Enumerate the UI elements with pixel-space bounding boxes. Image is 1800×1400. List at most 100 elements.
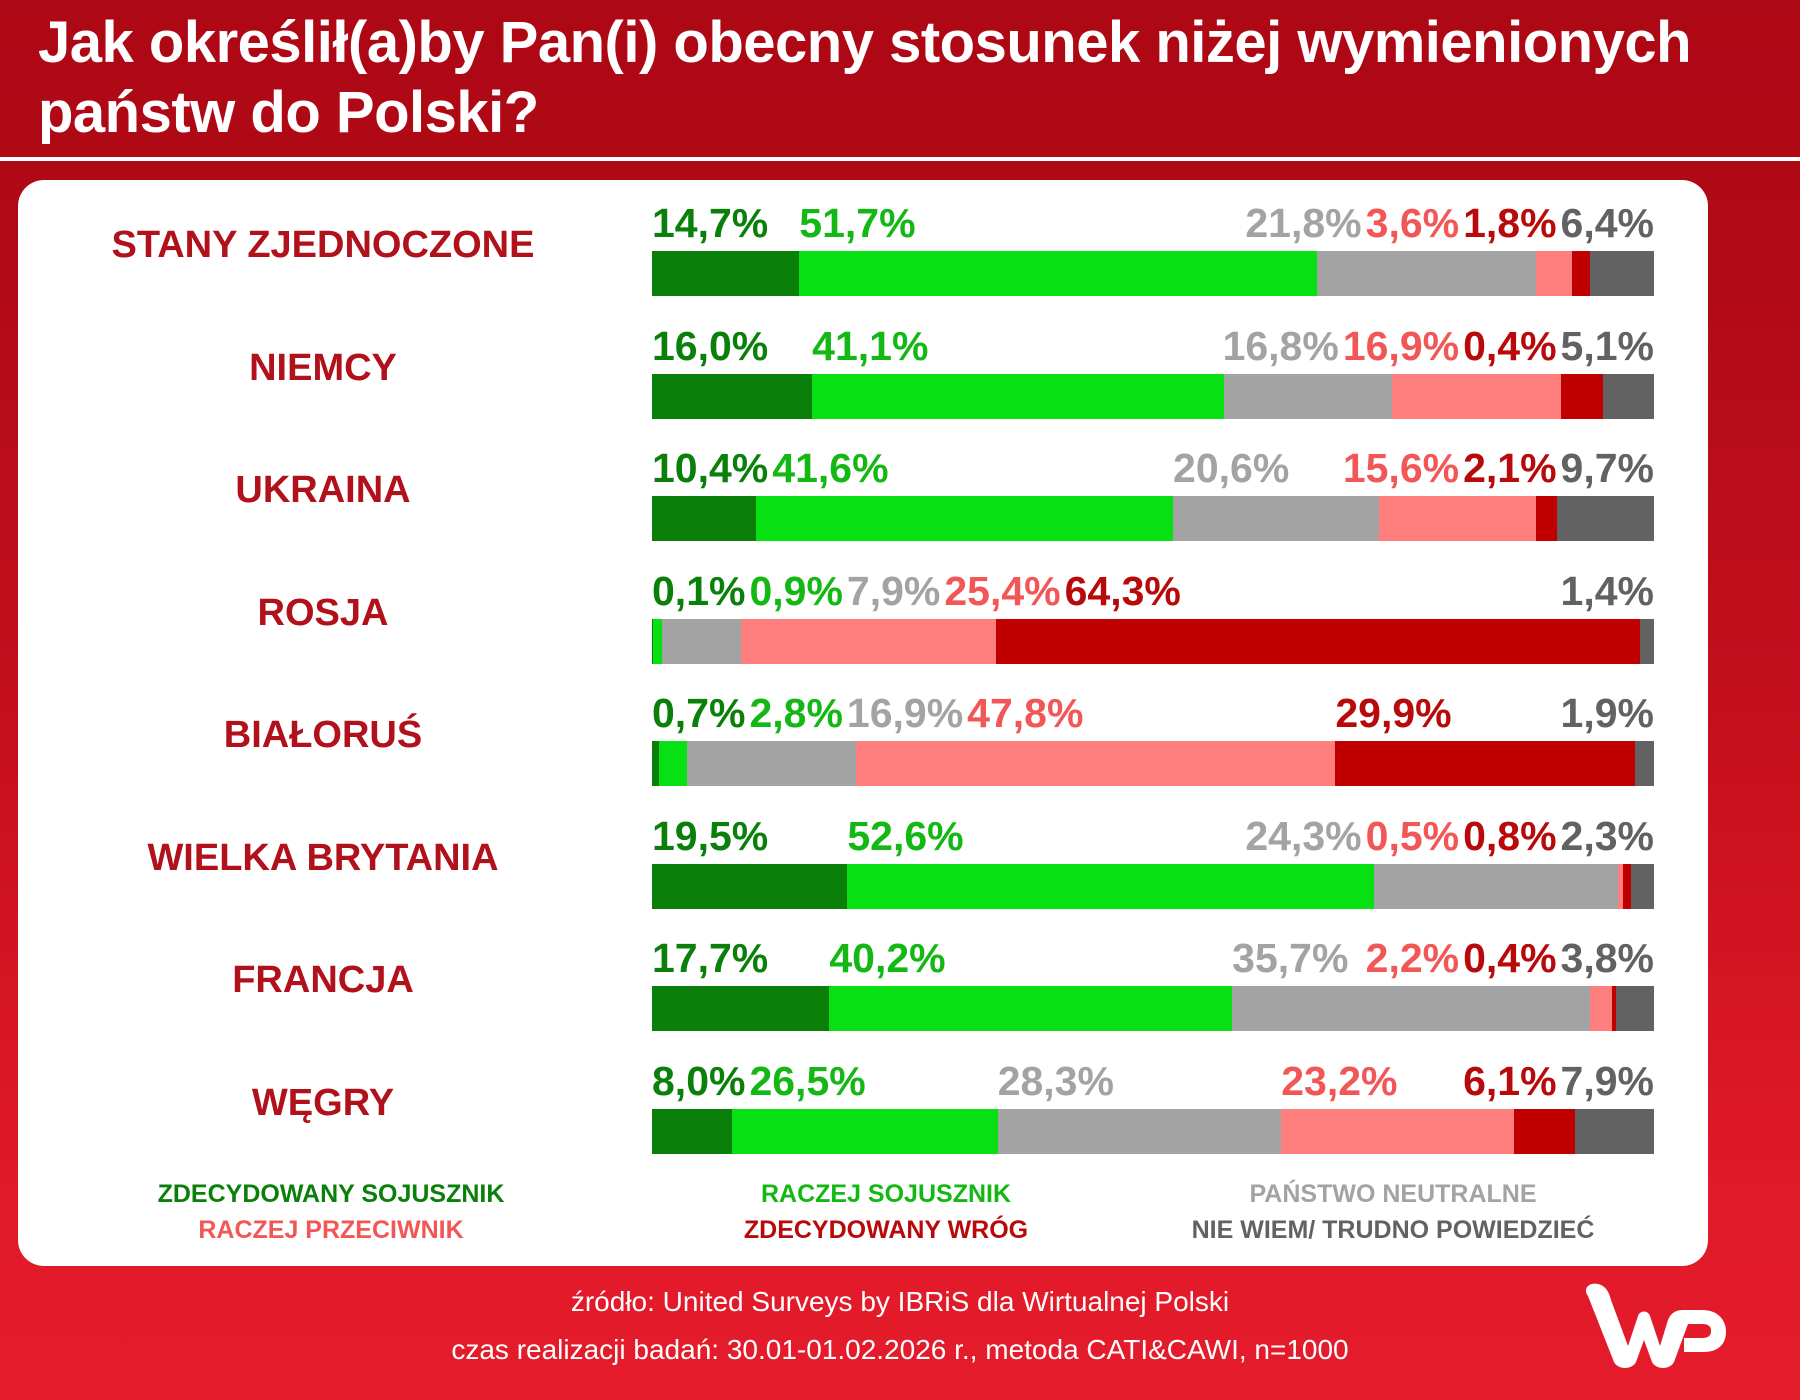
chart-row: WIELKA BRYTANIA 19,5% 52,6% 24,3% 0,5% 0,8% 2,… bbox=[18, 801, 1708, 923]
chart-row: BIAŁORUŚ 0,7% 2,8% 16,9% 47,8% 29,9% 1,9% bbox=[18, 678, 1708, 800]
stacked-bar bbox=[652, 1108, 1654, 1154]
header: Jak określił(a)by Pan(i) obecny stosunek… bbox=[0, 0, 1800, 158]
chart-row: FRANCJA 17,7% 40,2% 35,7% 2,2% 0,4% 3,8% bbox=[18, 923, 1708, 1045]
bar-segment-raczej-sojusznik bbox=[847, 863, 1375, 909]
bar-segment-raczej-przeciwnik bbox=[856, 741, 1336, 786]
value-label-zdecydowany-wrog: 0,8% bbox=[1463, 812, 1557, 859]
bar-segment-zdecydowany-sojusznik bbox=[652, 986, 830, 1031]
bar-segment-raczej-sojusznik bbox=[812, 373, 1224, 419]
chart-row: WĘGRY 8,0% 26,5% 28,3% 23,2% 6,1% 7,9% bbox=[18, 1046, 1708, 1168]
methodology-note: czas realizacji badań: 30.01-01.02.2026 … bbox=[451, 1334, 1349, 1365]
value-labels: 8,0% 26,5% 28,3% 23,2% 6,1% 7,9% bbox=[652, 1056, 1654, 1106]
bar-segment-nie-wiem bbox=[1634, 741, 1654, 786]
chart-title: Jak określił(a)by Pan(i) obecny stosunek… bbox=[38, 8, 1800, 148]
value-label-zdecydowany-wrog: 2,1% bbox=[1463, 445, 1557, 491]
title-line-1: Jak określił(a)by Pan(i) obecny stosunek… bbox=[38, 10, 1692, 75]
value-label-zdecydowany-sojusznik: 17,7% bbox=[652, 935, 769, 981]
value-label-raczej-sojusznik: 41,1% bbox=[812, 322, 929, 369]
country-label: BIAŁORUŚ bbox=[223, 714, 423, 756]
value-label-panstwo-neutralne: 7,9% bbox=[846, 567, 941, 614]
legend-zdecydowany-sojusznik: ZDECYDOWANY SOJUSZNIK bbox=[157, 1180, 505, 1208]
value-label-raczej-przeciwnik: 2,2% bbox=[1365, 935, 1460, 981]
bar-segment-zdecydowany-sojusznik bbox=[652, 373, 813, 419]
value-label-zdecydowany-sojusznik: 10,4% bbox=[652, 445, 769, 491]
bar-segment-zdecydowany-wrog bbox=[1335, 741, 1635, 786]
bar-segment-zdecydowany-sojusznik bbox=[652, 496, 757, 541]
legend: ZDECYDOWANY SOJUSZNIK RACZEJ SOJUSZNIK P… bbox=[18, 1180, 1708, 1260]
bar-segment-zdecydowany-wrog bbox=[1535, 496, 1557, 541]
bar-segment-raczej-sojusznik bbox=[653, 618, 663, 664]
value-label-raczej-przeciwnik: 15,6% bbox=[1342, 445, 1460, 491]
bar-segment-raczej-przeciwnik bbox=[741, 618, 996, 664]
bar-segment-panstwo-neutralne bbox=[1173, 496, 1380, 541]
value-label-raczej-przeciwnik: 16,9% bbox=[1342, 322, 1460, 369]
value-label-raczej-przeciwnik: 3,6% bbox=[1365, 200, 1460, 246]
chart-panel: STANY ZJEDNOCZONE 14,7% 51,7% 21,8% 3,6% 1,8%… bbox=[18, 180, 1708, 1266]
value-labels: 0,1% 0,9% 7,9% 25,4% 64,3% 1,4% bbox=[652, 566, 1654, 616]
value-labels: 10,4% 41,6% 20,6% 15,6% 2,1% 9,7% bbox=[652, 443, 1654, 493]
bar-segment-nie-wiem bbox=[1589, 251, 1654, 296]
bar-segment-raczej-sojusznik bbox=[829, 986, 1233, 1031]
stacked-bar bbox=[652, 251, 1654, 296]
stacked-bar bbox=[652, 618, 1654, 664]
value-label-zdecydowany-sojusznik: 8,0% bbox=[652, 1057, 746, 1104]
stacked-bar bbox=[652, 863, 1654, 909]
legend-raczej-przeciwnik: RACZEJ PRZECIWNIK bbox=[198, 1216, 464, 1244]
stacked-bar bbox=[652, 496, 1654, 541]
country-label: UKRAINA bbox=[235, 469, 411, 511]
bar-segment-panstwo-neutralne bbox=[997, 1108, 1282, 1154]
bar-segment-raczej-przeciwnik bbox=[1379, 496, 1536, 541]
bar-segment-panstwo-neutralne bbox=[687, 741, 857, 786]
value-label-zdecydowany-sojusznik: 16,0% bbox=[652, 322, 769, 369]
value-label-zdecydowany-sojusznik: 19,5% bbox=[652, 812, 769, 859]
bar-segment-nie-wiem bbox=[1630, 863, 1654, 909]
bar-segment-nie-wiem bbox=[1615, 986, 1655, 1031]
source-note: źródło: United Surveys by IBRiS dla Wirt… bbox=[570, 1286, 1230, 1317]
bar-segment-raczej-przeciwnik bbox=[1535, 251, 1572, 296]
bar-segment-raczej-przeciwnik bbox=[1281, 1108, 1514, 1154]
bar-segment-zdecydowany-wrog bbox=[1622, 863, 1631, 909]
value-label-nie-wiem: 1,9% bbox=[1560, 690, 1654, 736]
header-divider bbox=[0, 157, 1800, 161]
value-label-nie-wiem: 5,1% bbox=[1560, 322, 1654, 369]
bar-segment-zdecydowany-sojusznik bbox=[652, 618, 653, 664]
value-label-raczej-sojusznik: 2,8% bbox=[749, 690, 843, 736]
value-labels: 14,7% 51,7% 21,8% 3,6% 1,8% 6,4% bbox=[652, 198, 1654, 248]
value-label-panstwo-neutralne: 35,7% bbox=[1232, 935, 1349, 981]
value-label-zdecydowany-sojusznik: 14,7% bbox=[652, 200, 769, 246]
country-label: WĘGRY bbox=[251, 1081, 395, 1124]
chart-row: STANY ZJEDNOCZONE 14,7% 51,7% 21,8% 3,6% 1,8%… bbox=[18, 188, 1708, 310]
title-line-2: państw do Polski? bbox=[38, 80, 539, 145]
bar-segment-panstwo-neutralne bbox=[662, 618, 742, 664]
bar-segment-raczej-sojusznik bbox=[732, 1108, 998, 1154]
bar-segment-panstwo-neutralne bbox=[1374, 863, 1618, 909]
value-label-raczej-przeciwnik: 0,5% bbox=[1365, 812, 1460, 859]
value-label-zdecydowany-wrog: 1,8% bbox=[1463, 200, 1557, 246]
value-label-raczej-przeciwnik: 47,8% bbox=[967, 690, 1084, 736]
value-label-raczej-sojusznik: 51,7% bbox=[799, 200, 916, 246]
value-label-nie-wiem: 6,4% bbox=[1560, 200, 1654, 246]
bar-segment-zdecydowany-wrog bbox=[1513, 1108, 1575, 1154]
legend-raczej-sojusznik: RACZEJ SOJUSZNIK bbox=[760, 1180, 1012, 1208]
value-label-raczej-sojusznik: 26,5% bbox=[749, 1057, 866, 1104]
stacked-bar bbox=[652, 741, 1654, 786]
value-labels: 17,7% 40,2% 35,7% 2,2% 0,4% 3,8% bbox=[652, 933, 1654, 983]
value-label-panstwo-neutralne: 21,8% bbox=[1245, 200, 1362, 246]
value-labels: 19,5% 52,6% 24,3% 0,5% 0,8% 2,3% bbox=[652, 811, 1654, 861]
value-label-panstwo-neutralne: 16,8% bbox=[1222, 322, 1339, 369]
value-label-nie-wiem: 1,4% bbox=[1560, 567, 1654, 614]
value-label-zdecydowany-wrog: 6,1% bbox=[1463, 1057, 1557, 1104]
value-label-nie-wiem: 9,7% bbox=[1560, 445, 1654, 491]
value-label-zdecydowany-wrog: 0,4% bbox=[1463, 935, 1557, 981]
bar-segment-zdecydowany-wrog bbox=[1571, 251, 1590, 296]
bar-segment-nie-wiem bbox=[1574, 1108, 1654, 1154]
value-label-nie-wiem: 2,3% bbox=[1560, 812, 1654, 859]
bar-segment-nie-wiem bbox=[1639, 618, 1654, 664]
value-label-panstwo-neutralne: 16,9% bbox=[846, 690, 964, 736]
value-labels: 16,0% 41,1% 16,8% 16,9% 0,4% 5,1% bbox=[652, 321, 1654, 371]
value-label-panstwo-neutralne: 24,3% bbox=[1245, 812, 1362, 859]
bar-segment-zdecydowany-sojusznik bbox=[652, 741, 660, 786]
country-label: FRANCJA bbox=[232, 959, 414, 1001]
country-label: ROSJA bbox=[257, 591, 389, 634]
bar-segment-zdecydowany-wrog bbox=[1611, 986, 1616, 1031]
